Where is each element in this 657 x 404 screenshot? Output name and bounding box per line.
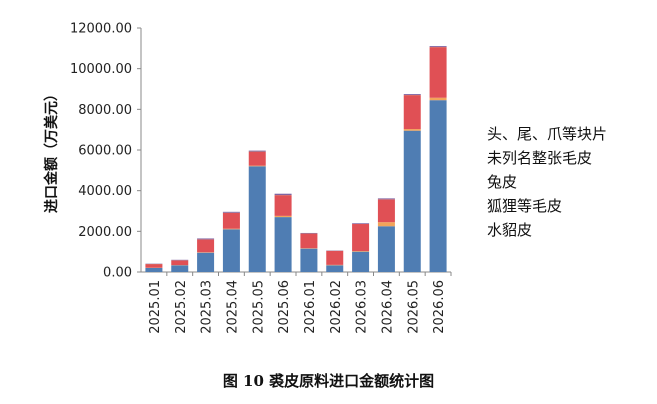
legend-item: 水貂皮 [487, 221, 533, 239]
x-tick-label: 2025.05 [251, 280, 266, 334]
bar-segment [300, 233, 318, 249]
x-tick-label: 2025.02 [174, 280, 189, 334]
legend-item: 未列名整张毛皮 [487, 149, 593, 167]
bar-segment [326, 265, 344, 272]
legend-item: 狐狸等毛皮 [487, 197, 563, 215]
bar-segment [429, 47, 447, 98]
chart-bars [145, 46, 447, 272]
bar-segment [274, 193, 292, 196]
y-tick-label: 0.00 [103, 266, 132, 281]
bar-segment [248, 150, 266, 152]
bar-segment [429, 46, 447, 48]
bar-segment [222, 211, 240, 213]
x-tick-label: 2026.05 [406, 280, 421, 334]
x-tick-label: 2025.01 [148, 280, 163, 334]
x-tick-label: 2026.04 [380, 280, 395, 334]
bar-segment [171, 265, 189, 272]
bar-segment [274, 217, 292, 272]
bar-segment [222, 212, 240, 229]
bar-segment [377, 199, 395, 223]
x-tick-label: 2026.02 [329, 280, 344, 334]
legend-item: 头、尾、爪等块片 [487, 125, 608, 143]
bar-segment [377, 198, 395, 200]
chart-labels: 0.00 2000.00 4000.00 6000.00 8000.00 10000.00… [43, 22, 447, 334]
bar-segment [171, 260, 189, 266]
bar-segment [222, 229, 240, 272]
y-tick-label: 6000.00 [78, 144, 132, 159]
y-tick-label: 4000.00 [78, 184, 132, 199]
legend-item: 兔皮 [487, 173, 518, 191]
bar-segment [145, 264, 163, 268]
y-tick-label: 2000.00 [78, 225, 132, 240]
bar-segment [274, 215, 292, 218]
y-tick-label: 12000.00 [70, 22, 132, 37]
bar-segment [248, 151, 266, 166]
x-tick-label: 2026.06 [432, 280, 447, 334]
bar-segment [352, 251, 370, 252]
bar-segment [403, 130, 421, 272]
bar-segment [352, 223, 370, 224]
bar-segment [377, 226, 395, 272]
bar-segment [248, 166, 266, 272]
chart-axes [137, 27, 452, 276]
bar-segment [248, 165, 266, 167]
bar-segment [274, 195, 292, 216]
bar-segment [403, 94, 421, 95]
bar-segment [300, 248, 318, 272]
bar-segment [171, 259, 189, 261]
x-tick-label: 2025.04 [225, 280, 240, 334]
y-tick-label: 8000.00 [78, 103, 132, 118]
bar-segment [403, 129, 421, 131]
bar-segment [326, 250, 344, 265]
bar-segment [429, 97, 447, 101]
x-tick-label: 2026.01 [303, 280, 318, 334]
x-tick-label: 2025.03 [200, 280, 215, 334]
bar-segment [145, 267, 163, 272]
y-tick-label: 10000.00 [70, 62, 132, 77]
bar-segment [222, 228, 240, 230]
bar-segment [377, 222, 395, 227]
y-axis-title: 进口金额（万美元） [43, 87, 60, 213]
bar-segment [197, 252, 215, 272]
bar-segment [300, 232, 318, 234]
x-tick-label: 2026.03 [355, 280, 370, 334]
bar-segment [352, 251, 370, 272]
bar-segment [403, 95, 421, 130]
bar-segment [352, 224, 370, 252]
x-tick-label: 2025.06 [277, 280, 292, 334]
bar-segment [429, 100, 447, 272]
figure-caption: 图 10 裘皮原料进口金额统计图 [222, 372, 435, 390]
bar-segment [197, 238, 215, 240]
chart-legend: 头、尾、爪等块片 未列名整张毛皮 兔皮 狐狸等毛皮 水貂皮 [487, 122, 607, 242]
bar-segment [197, 239, 215, 253]
